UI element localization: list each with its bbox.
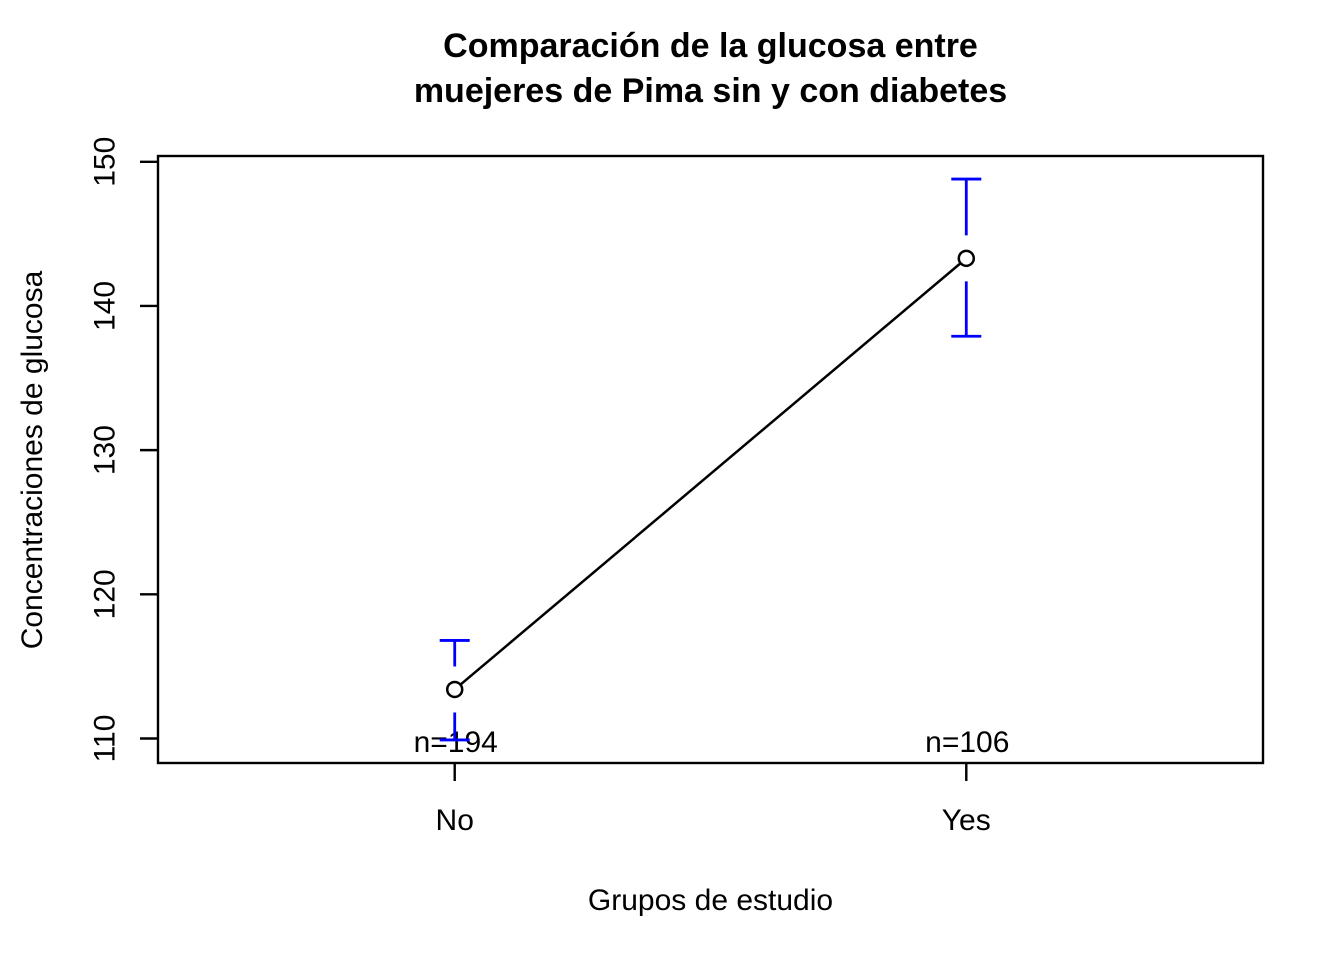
chart-title-line-1: Comparación de la glucosa entre xyxy=(443,27,978,65)
y-tick-label: 140 xyxy=(89,281,122,331)
chart-title-line-2: muejeres de Pima sin y con diabetes xyxy=(413,72,1008,110)
y-tick-label: 150 xyxy=(89,137,122,187)
x-tick-label: Yes xyxy=(942,804,991,837)
y-axis-label: Concentraciones de glucosa xyxy=(16,270,49,650)
chart-title: Comparación de la glucosa entre muejeres… xyxy=(158,24,1263,114)
mean-connector-line xyxy=(453,257,968,691)
x-tick-label: No xyxy=(436,804,474,837)
y-tick-label: 110 xyxy=(89,715,122,763)
mean-point xyxy=(957,249,976,268)
y-tick-label: 130 xyxy=(89,425,122,475)
y-tick-label: 120 xyxy=(89,569,122,619)
x-axis-label: Grupos de estudio xyxy=(587,884,834,917)
mean-point xyxy=(445,680,464,699)
plot-border xyxy=(156,154,1265,765)
n-label: n=106 xyxy=(925,726,1009,759)
